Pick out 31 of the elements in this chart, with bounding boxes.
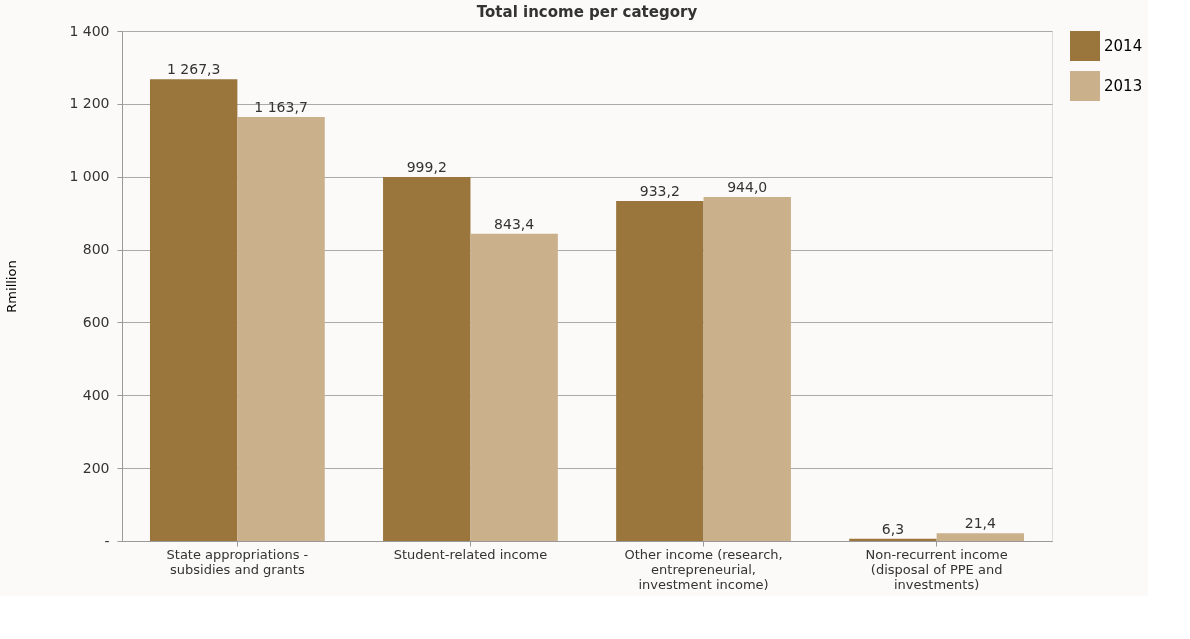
bar [703,197,791,541]
data-label: 843,4 [494,215,535,232]
data-label: 933,2 [639,183,680,200]
y-axis-title: Rmillion [4,260,20,313]
data-label: 944,0 [727,179,768,196]
y-tick-label: 1 400 [69,22,110,39]
x-tick-label: Non-recurrent income (disposal of PPE and investments) [865,546,1008,592]
y-tick-label: 1 000 [69,168,110,185]
bar [149,79,238,541]
chart-title: Total income per category [476,3,698,21]
data-label: 999,2 [406,159,447,176]
bar [383,177,471,541]
y-tick-label: 200 [82,459,110,476]
data-label: 6,3 [881,520,905,537]
data-label: 21,4 [964,515,997,532]
y-tick-label: 1 200 [69,95,110,112]
data-label: 1 163,7 [254,99,308,116]
y-tick-label: 800 [82,241,110,258]
data-label: 1 267,3 [166,61,221,78]
legend-label: 2014 [1104,37,1143,55]
x-tick-label: Student-related income [393,546,548,562]
x-tick-label: State appropriations - subsidies and grants [166,546,309,577]
y-tick-label: - [104,532,110,549]
bar [616,201,704,541]
y-tick-label: 600 [82,313,110,330]
y-tick-label: 400 [82,386,110,403]
bar [237,117,325,541]
bar [936,533,1025,541]
x-tick-label: Other income (research, entrepreneurial, investment income) [624,546,783,592]
legend-label: 2013 [1104,77,1143,95]
bar [470,233,558,541]
